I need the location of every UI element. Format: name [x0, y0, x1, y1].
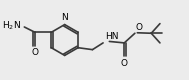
- Text: $\mathregular{H_2N}$: $\mathregular{H_2N}$: [2, 19, 21, 32]
- Text: O: O: [136, 23, 143, 32]
- Text: O: O: [31, 48, 38, 57]
- Text: N: N: [61, 13, 68, 22]
- Text: HN: HN: [105, 32, 119, 41]
- Text: O: O: [121, 59, 128, 68]
